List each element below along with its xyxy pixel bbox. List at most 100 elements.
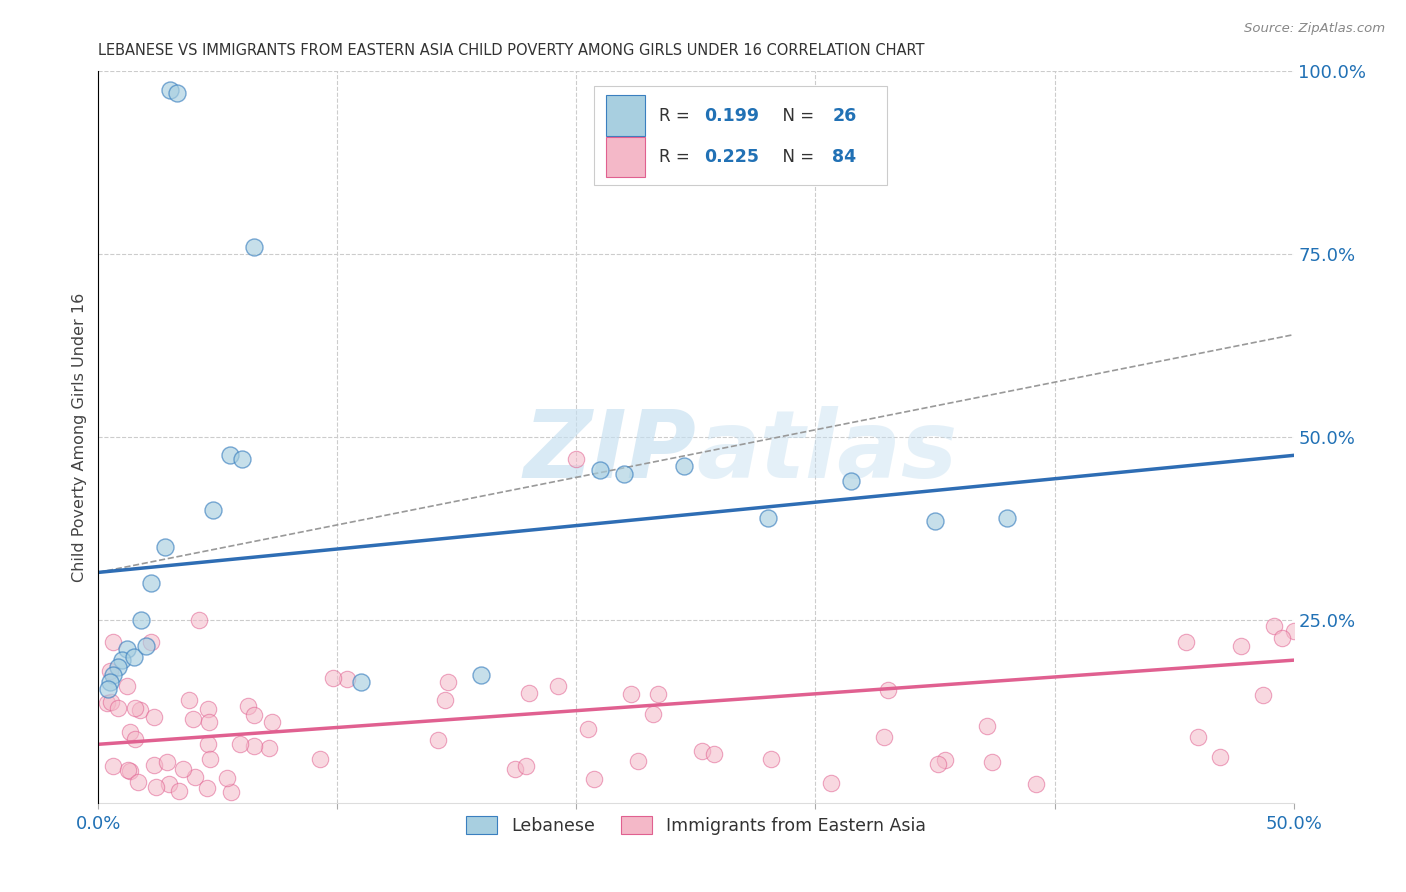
Point xyxy=(336,673,359,687)
Point xyxy=(643,706,665,721)
Point xyxy=(124,731,146,746)
Point xyxy=(547,679,569,693)
Point xyxy=(876,682,898,697)
Point xyxy=(159,83,181,97)
Point xyxy=(181,712,204,726)
Point xyxy=(517,686,540,700)
Point xyxy=(309,752,332,766)
Point xyxy=(172,762,194,776)
Point xyxy=(576,722,599,736)
FancyBboxPatch shape xyxy=(595,86,887,185)
Point xyxy=(231,452,253,467)
Point xyxy=(198,751,221,765)
Point xyxy=(620,687,643,701)
Point xyxy=(197,737,219,751)
Point xyxy=(841,474,863,488)
Point xyxy=(934,753,956,767)
Point xyxy=(1187,731,1209,745)
Point xyxy=(101,635,124,649)
Point xyxy=(124,701,146,715)
Point xyxy=(981,756,1004,770)
Point xyxy=(219,785,242,799)
Point xyxy=(129,703,152,717)
Point xyxy=(515,759,537,773)
Point xyxy=(101,667,124,681)
Legend: Lebanese, Immigrants from Eastern Asia: Lebanese, Immigrants from Eastern Asia xyxy=(458,809,934,842)
Point xyxy=(139,576,162,591)
Point xyxy=(197,702,219,716)
Point xyxy=(565,452,588,467)
Point xyxy=(583,772,606,787)
Text: N =: N = xyxy=(772,107,820,125)
Point xyxy=(243,240,266,254)
Point xyxy=(157,777,180,791)
Text: 84: 84 xyxy=(832,148,856,166)
Point xyxy=(115,642,138,657)
Point xyxy=(673,459,696,474)
Point xyxy=(143,757,166,772)
Point xyxy=(111,653,134,667)
Point xyxy=(124,649,146,664)
Point xyxy=(820,776,842,790)
Point xyxy=(145,780,167,794)
Point xyxy=(257,741,280,756)
Point xyxy=(115,679,138,693)
Point xyxy=(995,510,1018,524)
Text: 26: 26 xyxy=(832,107,856,125)
Point xyxy=(1025,777,1047,791)
FancyBboxPatch shape xyxy=(606,137,644,178)
Point xyxy=(613,467,636,481)
Point xyxy=(434,692,457,706)
Point xyxy=(107,700,129,714)
Point xyxy=(107,660,129,674)
FancyBboxPatch shape xyxy=(606,95,644,136)
Point xyxy=(97,682,120,697)
Point xyxy=(437,675,460,690)
Point xyxy=(976,719,998,733)
Point xyxy=(589,463,612,477)
Point xyxy=(1263,619,1285,633)
Text: 0.199: 0.199 xyxy=(704,107,759,125)
Point xyxy=(215,771,238,785)
Point xyxy=(120,764,142,778)
Point xyxy=(761,752,783,766)
Point xyxy=(156,755,179,769)
Point xyxy=(166,87,188,101)
Text: atlas: atlas xyxy=(696,406,957,498)
Point xyxy=(198,714,221,729)
Y-axis label: Child Poverty Among Girls Under 16: Child Poverty Among Girls Under 16 xyxy=(72,293,87,582)
Point xyxy=(238,699,260,714)
Text: R =: R = xyxy=(659,148,695,166)
Point xyxy=(505,762,527,776)
Point xyxy=(873,730,896,744)
Point xyxy=(131,613,153,627)
Point xyxy=(120,725,142,739)
Point xyxy=(1175,635,1198,649)
Point xyxy=(1271,632,1294,646)
Point xyxy=(1253,688,1275,702)
Point xyxy=(927,756,949,771)
Text: R =: R = xyxy=(659,107,695,125)
Point xyxy=(195,781,218,796)
Point xyxy=(103,759,125,773)
Point xyxy=(627,755,650,769)
Text: LEBANESE VS IMMIGRANTS FROM EASTERN ASIA CHILD POVERTY AMONG GIRLS UNDER 16 CORR: LEBANESE VS IMMIGRANTS FROM EASTERN ASIA… xyxy=(98,43,925,58)
Point xyxy=(117,763,139,777)
Point xyxy=(98,675,122,690)
Point xyxy=(470,667,492,681)
Point xyxy=(243,739,266,753)
Point xyxy=(135,639,157,653)
Text: N =: N = xyxy=(772,148,820,166)
Point xyxy=(756,510,779,524)
Point xyxy=(143,709,166,723)
Point xyxy=(1282,624,1305,638)
Point xyxy=(184,770,207,784)
Point xyxy=(155,540,177,554)
Point xyxy=(139,635,162,649)
Point xyxy=(322,672,344,686)
Point xyxy=(1230,639,1253,653)
Point xyxy=(690,744,713,758)
Point xyxy=(219,448,242,462)
Point xyxy=(427,733,450,747)
Text: 0.225: 0.225 xyxy=(704,148,759,166)
